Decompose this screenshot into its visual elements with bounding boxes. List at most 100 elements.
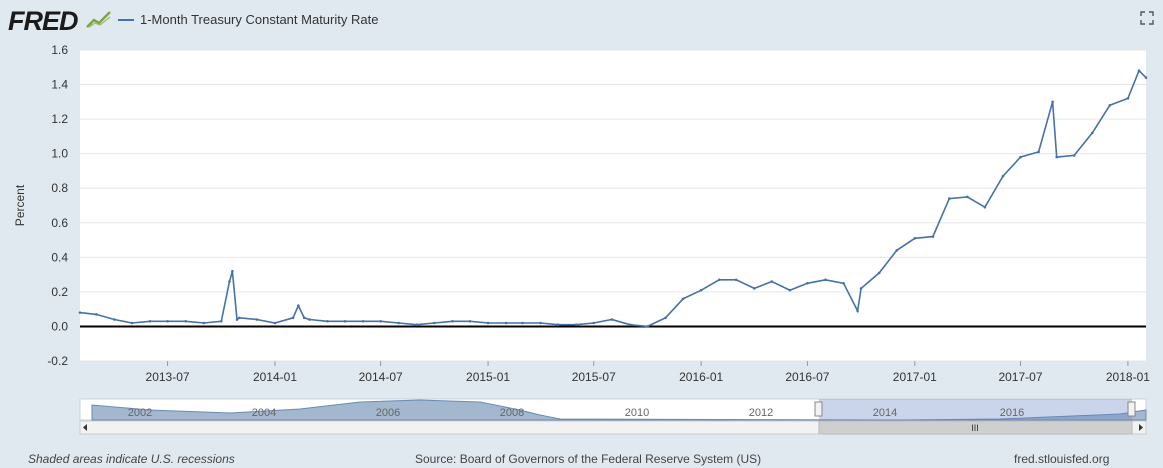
data-point[interactable] [95, 313, 98, 316]
data-point[interactable] [770, 280, 774, 283]
data-point[interactable] [788, 288, 792, 292]
data-point[interactable] [255, 318, 259, 321]
data-point[interactable] [681, 297, 685, 301]
y-tick-label: 1.0 [51, 147, 68, 161]
fullscreen-icon[interactable] [1140, 11, 1154, 25]
data-point[interactable] [1072, 154, 1076, 157]
data-point[interactable] [130, 321, 134, 325]
data-point[interactable] [379, 319, 382, 323]
fred-logo[interactable]: FRED [8, 6, 78, 36]
data-point[interactable] [451, 319, 454, 323]
navigator-year-label: 2016 [1000, 407, 1024, 419]
data-point[interactable] [628, 323, 632, 327]
y-tick-label: 1.4 [51, 78, 68, 92]
y-tick-label: 1.2 [51, 112, 68, 126]
data-point[interactable] [238, 316, 241, 320]
data-point[interactable] [1001, 174, 1005, 178]
x-tick-label: 2015-01 [466, 370, 510, 384]
data-point[interactable] [415, 323, 419, 327]
data-point[interactable] [521, 321, 524, 325]
chart-legend[interactable]: 1-Month Treasury Constant Maturity Rate [118, 12, 378, 27]
legend-swatch [118, 18, 134, 21]
data-point[interactable] [343, 319, 347, 323]
scroll-left-arrow-icon[interactable] [83, 424, 87, 431]
site-link[interactable]: fred.stlouisfed.org [1014, 452, 1110, 466]
data-point[interactable] [699, 288, 703, 292]
data-point[interactable] [468, 319, 472, 323]
data-point[interactable] [184, 319, 187, 323]
data-point[interactable] [1108, 103, 1112, 107]
data-point[interactable] [931, 235, 935, 238]
data-point[interactable] [983, 205, 987, 209]
data-point[interactable] [610, 318, 614, 321]
data-point[interactable] [1137, 69, 1141, 73]
data-point[interactable] [877, 271, 881, 275]
data-point[interactable] [856, 309, 859, 313]
data-point[interactable] [1126, 97, 1130, 100]
navigator-handle-left[interactable] [814, 401, 823, 417]
scrollbar-thumb[interactable] [818, 420, 1133, 435]
data-point[interactable] [734, 278, 738, 282]
navigator-year-label: 2006 [376, 407, 400, 419]
data-point[interactable] [302, 316, 306, 320]
data-point[interactable] [113, 318, 116, 321]
x-tick-label: 2017-07 [998, 370, 1042, 384]
data-point[interactable] [361, 319, 365, 323]
data-point[interactable] [78, 311, 82, 314]
data-point[interactable] [646, 325, 649, 328]
data-point[interactable] [556, 323, 560, 327]
data-point[interactable] [1090, 131, 1094, 135]
data-point[interactable] [913, 237, 917, 240]
data-point[interactable] [433, 321, 436, 325]
data-point[interactable] [166, 319, 169, 323]
x-tick-label: 2018-01 [1106, 370, 1150, 384]
data-point[interactable] [752, 287, 756, 290]
legend-label: 1-Month Treasury Constant Maturity Rate [140, 12, 379, 27]
navigator-selection[interactable] [819, 399, 1132, 420]
data-point[interactable] [273, 321, 277, 325]
data-point[interactable] [966, 195, 969, 199]
data-point[interactable] [1019, 155, 1022, 159]
data-point[interactable] [397, 321, 401, 325]
data-point[interactable] [486, 321, 490, 325]
navigator-year-label: 2014 [873, 407, 897, 419]
y-tick-label: 0.2 [51, 285, 68, 299]
data-point[interactable] [235, 318, 239, 321]
data-point[interactable] [859, 287, 863, 290]
data-point[interactable] [326, 319, 329, 323]
data-point[interactable] [148, 319, 152, 323]
data-point[interactable] [664, 316, 667, 320]
y-tick-label: 0.4 [51, 250, 68, 264]
data-point[interactable] [308, 318, 311, 321]
data-point[interactable] [504, 321, 508, 325]
navigator-handle-right[interactable] [1127, 401, 1136, 417]
scroll-right-arrow-icon[interactable] [1139, 424, 1143, 431]
data-point[interactable] [1144, 76, 1148, 79]
navigator-year-label: 2002 [128, 407, 152, 419]
data-point[interactable] [574, 323, 578, 327]
data-point[interactable] [947, 197, 951, 200]
data-point[interactable] [806, 281, 809, 285]
data-point[interactable] [717, 278, 721, 282]
navigator-year-label: 2012 [749, 407, 773, 419]
data-point[interactable] [1051, 100, 1054, 104]
data-point[interactable] [228, 280, 231, 283]
data-point[interactable] [202, 321, 206, 325]
data-point[interactable] [291, 316, 295, 320]
data-point[interactable] [842, 281, 845, 285]
data-point[interactable] [231, 269, 234, 273]
data-point[interactable] [824, 278, 827, 282]
data-point[interactable] [219, 319, 223, 323]
x-tick-label: 2016-07 [785, 370, 829, 384]
navigator-year-label: 2008 [500, 407, 524, 419]
data-point[interactable] [1055, 155, 1058, 159]
data-point[interactable] [895, 249, 899, 252]
navigator-year-label: 2010 [625, 407, 649, 419]
data-point[interactable] [592, 321, 596, 325]
data-point[interactable] [1037, 150, 1040, 154]
data-point[interactable] [539, 321, 542, 325]
y-tick-label: 1.6 [51, 43, 68, 57]
y-tick-label: 0.0 [51, 319, 68, 333]
data-point[interactable] [297, 304, 300, 308]
